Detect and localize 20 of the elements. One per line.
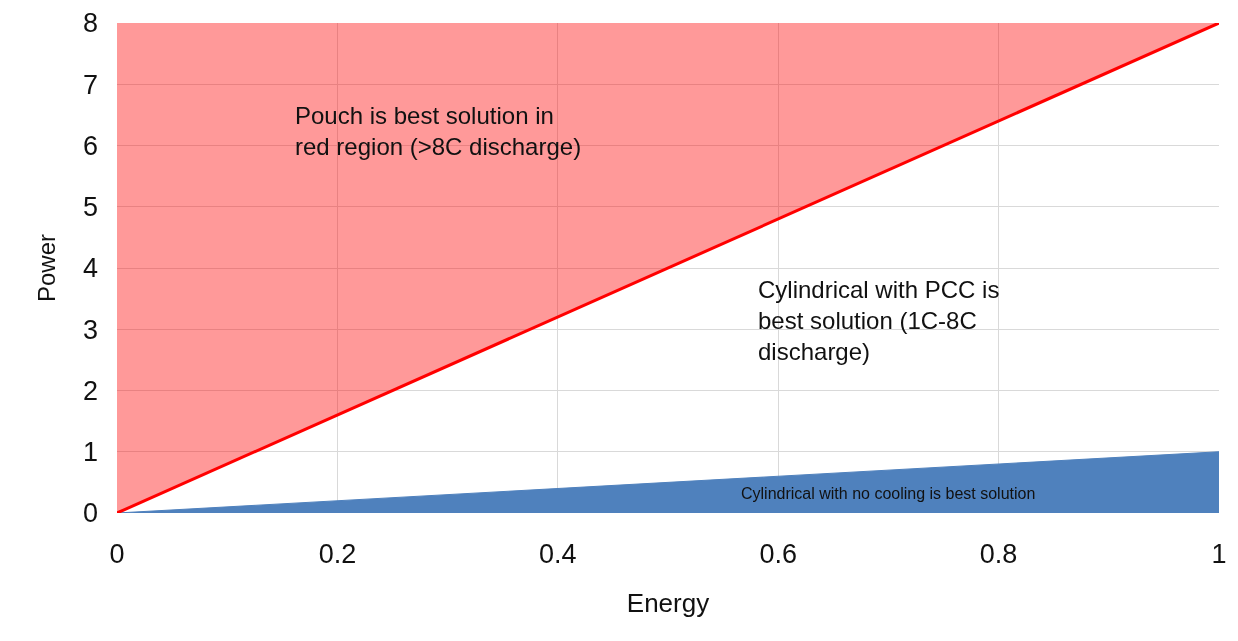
y-tick-label: 7 [82,69,98,100]
y-tick-label: 5 [82,192,98,223]
x-tick-label: 1 [1211,539,1227,569]
y-tick-label: 3 [82,314,98,345]
x-tick-label: 0 [109,539,125,569]
y-tick-label: 2 [82,375,98,406]
x-tick-label: 0.4 [539,539,577,569]
annotation: Cylindrical with no cooling is best solution [741,485,1036,502]
y-tick-label: 6 [82,130,98,161]
x-tick-label: 0.2 [318,539,357,569]
y-axis-title: Power [33,233,61,303]
annotation: Pouch is best solution in red region (>8C discharge) [295,102,582,161]
annotation: Cylindrical with PCC is best solution (1C-8C discharge) [758,276,1000,366]
y-tick-label: 8 [82,8,98,39]
y-tick-label: 1 [82,437,98,468]
y-tick-label: 4 [82,253,98,284]
x-tick-label: 0.6 [759,539,797,569]
x-tick-label: 0.8 [979,539,1018,569]
x-axis-title: Energy [626,587,710,618]
y-tick-label: 0 [82,498,98,529]
